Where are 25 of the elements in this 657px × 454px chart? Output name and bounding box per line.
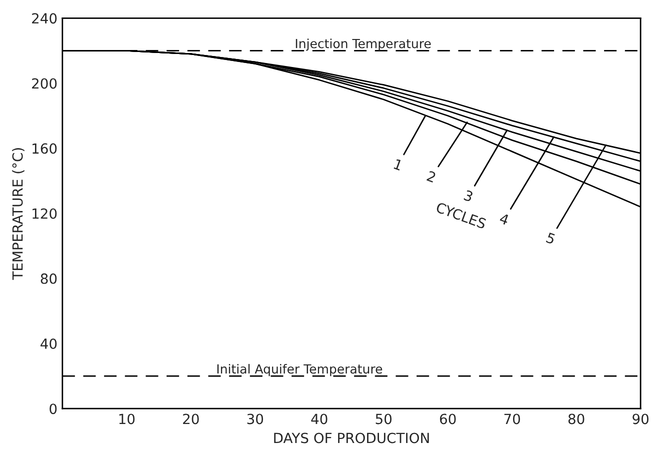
annotation: 1	[394, 158, 403, 170]
x-tick-label: 20	[183, 414, 199, 424]
ref-line-label: Injection Temperature	[296, 38, 431, 51]
ref-line-label: Initial Aquifer Temperature	[217, 364, 382, 376]
x-tick-label: 30	[247, 414, 264, 424]
y-tick-label: 40	[40, 338, 57, 349]
annotation: 5	[546, 232, 556, 244]
annotation: 3	[464, 190, 474, 202]
y-tick-label: 80	[40, 273, 57, 284]
x-tick-label: 80	[568, 414, 584, 424]
annotation: 2	[426, 170, 436, 182]
y-axis-title: TEMPERATURE (°C)	[12, 148, 24, 280]
y-tick-label: 0	[50, 404, 57, 414]
y-tick-label: 200	[32, 78, 57, 89]
y-tick-label: 240	[32, 13, 57, 24]
x-tick-label: 60	[440, 414, 456, 424]
y-tick-label: 160	[32, 143, 57, 154]
x-tick-label: 40	[311, 414, 328, 424]
x-tick-label: 90	[632, 414, 648, 424]
y-tick-label: 120	[32, 208, 57, 219]
x-tick-label: 70	[504, 414, 520, 424]
x-tick-label: 10	[119, 414, 135, 424]
x-axis-title: DAYS OF PRODUCTION	[274, 432, 429, 444]
annotation: 4	[499, 213, 510, 226]
x-tick-label: 50	[376, 414, 392, 424]
